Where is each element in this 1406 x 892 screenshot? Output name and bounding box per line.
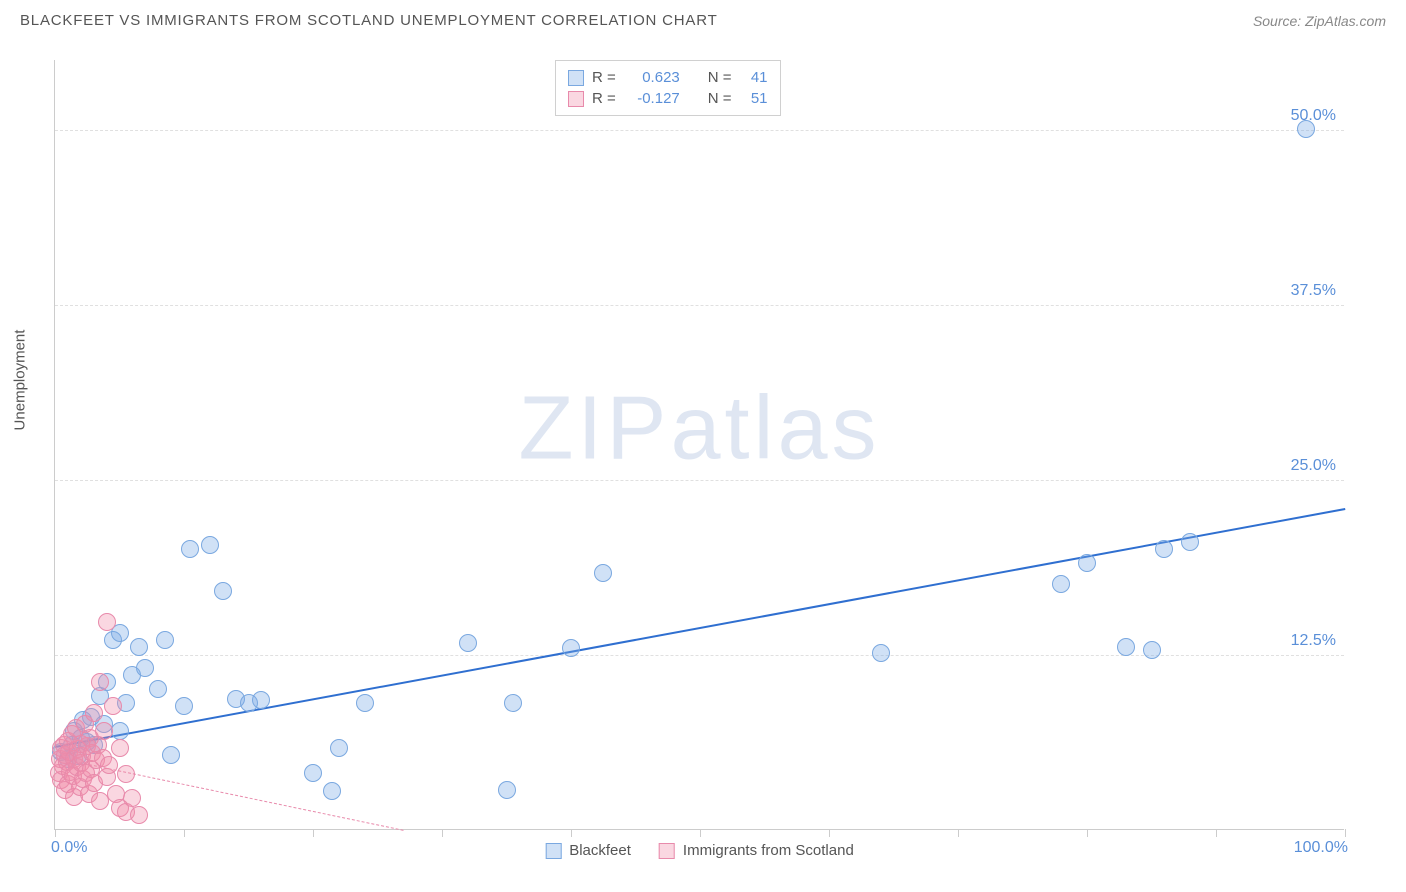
legend-label: Immigrants from Scotland <box>683 842 854 859</box>
legend-label: Blackfeet <box>569 842 631 859</box>
data-point <box>201 536 219 554</box>
x-tick <box>700 829 701 837</box>
data-point <box>156 631 174 649</box>
y-tick-label: 37.5% <box>1291 282 1336 300</box>
stats-row: R = 0.623 N = 41 <box>568 67 768 88</box>
n-value: 51 <box>740 90 768 107</box>
r-label: R = <box>592 90 616 107</box>
r-value: 0.623 <box>624 69 680 86</box>
x-tick <box>184 829 185 837</box>
data-point <box>459 634 477 652</box>
chart-header: BLACKFEET VS IMMIGRANTS FROM SCOTLAND UN… <box>0 0 1406 37</box>
x-tick-label: 100.0% <box>1294 839 1348 857</box>
data-point <box>214 582 232 600</box>
data-point <box>252 691 270 709</box>
data-point <box>1117 638 1135 656</box>
stats-row: R = -0.127 N = 51 <box>568 88 768 109</box>
r-label: R = <box>592 69 616 86</box>
y-tick-label: 50.0% <box>1291 107 1336 125</box>
data-point <box>111 739 129 757</box>
data-point <box>594 564 612 582</box>
x-tick <box>1216 829 1217 837</box>
data-point <box>98 613 116 631</box>
data-point <box>111 722 129 740</box>
x-tick <box>313 829 314 837</box>
data-point <box>100 756 118 774</box>
data-point <box>562 639 580 657</box>
correlation-stats-box: R = 0.623 N = 41 R = -0.127 N = 51 <box>555 60 781 116</box>
r-value: -0.127 <box>624 90 680 107</box>
legend-swatch <box>659 843 675 859</box>
n-label: N = <box>708 90 732 107</box>
data-point <box>130 806 148 824</box>
data-point <box>504 694 522 712</box>
data-point <box>117 765 135 783</box>
data-point <box>1181 533 1199 551</box>
watermark-text: ZIPatlas <box>518 378 880 481</box>
data-point <box>323 782 341 800</box>
data-point <box>85 704 103 722</box>
x-tick <box>442 829 443 837</box>
legend-item: Blackfeet <box>545 842 631 859</box>
data-point <box>162 746 180 764</box>
data-point <box>130 638 148 656</box>
scatter-plot-area: ZIPatlas R =0.623N =41R =-0.127N =51 Bla… <box>54 60 1344 830</box>
legend-swatch <box>545 843 561 859</box>
data-point <box>330 739 348 757</box>
x-tick <box>1087 829 1088 837</box>
data-point <box>91 673 109 691</box>
data-point <box>1078 554 1096 572</box>
y-axis-label: Unemployment <box>12 330 29 431</box>
data-point <box>304 764 322 782</box>
data-point <box>1155 540 1173 558</box>
data-point <box>356 694 374 712</box>
legend-swatch <box>568 91 584 107</box>
data-point <box>123 789 141 807</box>
chart-title: BLACKFEET VS IMMIGRANTS FROM SCOTLAND UN… <box>20 12 718 29</box>
n-label: N = <box>708 69 732 86</box>
data-point <box>181 540 199 558</box>
data-point <box>95 722 113 740</box>
x-tick <box>829 829 830 837</box>
grid-line <box>55 480 1344 481</box>
data-point <box>149 680 167 698</box>
grid-line <box>55 130 1344 131</box>
data-point <box>104 697 122 715</box>
data-point <box>1297 120 1315 138</box>
data-point <box>872 644 890 662</box>
x-tick <box>958 829 959 837</box>
grid-line <box>55 305 1344 306</box>
n-value: 41 <box>740 69 768 86</box>
x-tick <box>1345 829 1346 837</box>
x-tick <box>571 829 572 837</box>
legend-swatch <box>568 70 584 86</box>
series-legend: Blackfeet Immigrants from Scotland <box>545 842 854 859</box>
data-point <box>498 781 516 799</box>
x-tick <box>55 829 56 837</box>
chart-source: Source: ZipAtlas.com <box>1253 13 1386 29</box>
data-point <box>136 659 154 677</box>
legend-item: Immigrants from Scotland <box>659 842 854 859</box>
y-tick-label: 12.5% <box>1291 632 1336 650</box>
data-point <box>1052 575 1070 593</box>
data-point <box>175 697 193 715</box>
y-tick-label: 25.0% <box>1291 457 1336 475</box>
x-tick-label: 0.0% <box>51 839 87 857</box>
data-point <box>1143 641 1161 659</box>
